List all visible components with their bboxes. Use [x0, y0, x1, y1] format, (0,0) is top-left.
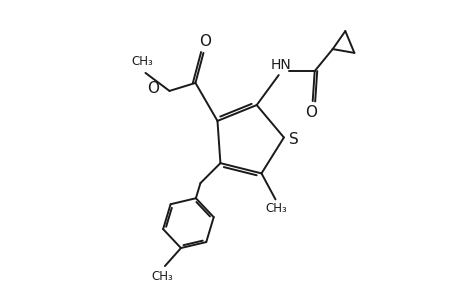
Text: CH₃: CH₃ [265, 202, 287, 215]
Text: O: O [147, 81, 159, 96]
Text: O: O [304, 105, 316, 120]
Text: O: O [199, 34, 211, 50]
Text: S: S [288, 132, 298, 147]
Text: HN: HN [270, 58, 291, 72]
Text: CH₃: CH₃ [131, 56, 153, 68]
Text: CH₃: CH₃ [151, 269, 173, 283]
